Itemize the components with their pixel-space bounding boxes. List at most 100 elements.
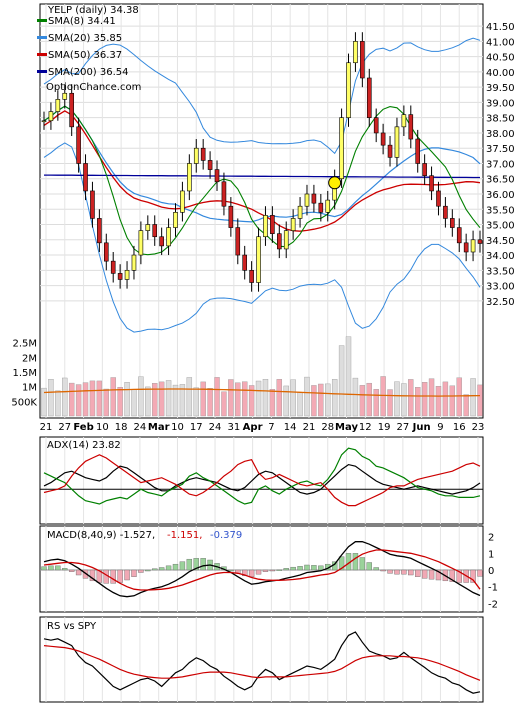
volume-layer xyxy=(41,336,483,417)
candle-body xyxy=(124,270,130,280)
candle-body xyxy=(83,163,88,192)
candle-body xyxy=(477,239,483,244)
volume-bar xyxy=(470,378,476,417)
volume-bar xyxy=(131,389,137,417)
candle-body xyxy=(249,270,254,283)
legend-sma8: SMA(8) 34.41 xyxy=(48,16,116,27)
macd-histogram-bar xyxy=(283,568,289,571)
candle-body xyxy=(110,260,116,274)
candle-body xyxy=(207,160,213,170)
macd-histogram-bar xyxy=(435,569,442,581)
volume-bar xyxy=(145,386,151,417)
macd-histogram-bar xyxy=(408,569,414,576)
volume-bar xyxy=(110,377,116,417)
macd-histogram-bar xyxy=(158,567,165,571)
price-tick-label: 37.00 xyxy=(486,159,515,170)
volume-bar xyxy=(48,379,54,417)
macd-histogram-bar xyxy=(304,564,310,571)
candle-body xyxy=(138,230,144,256)
candle-body xyxy=(97,218,102,244)
volume-bar xyxy=(62,377,68,417)
x-tick-label: 10 xyxy=(171,422,184,433)
candle-body xyxy=(235,227,241,256)
volume-bar xyxy=(124,382,130,417)
candle-body xyxy=(180,190,185,213)
macd-histogram-bar xyxy=(241,569,248,577)
volume-bar xyxy=(248,385,255,417)
candle-body xyxy=(103,242,109,262)
macd-histogram-bar xyxy=(338,556,345,571)
candle-body xyxy=(145,224,151,231)
volume-bar xyxy=(311,385,317,417)
macd-histogram-bar xyxy=(228,569,234,572)
macd-histogram-bar xyxy=(145,569,151,572)
x-tick-label: 21 xyxy=(40,422,53,433)
volume-bar xyxy=(428,378,435,417)
x-tick-label: 27 xyxy=(58,422,71,433)
earnings-marker-icon xyxy=(328,176,342,190)
macd-histogram-bar xyxy=(82,569,89,579)
macd-histogram-bar xyxy=(415,569,421,577)
macd-histogram-bar xyxy=(62,568,68,571)
macd-histogram-bar xyxy=(449,569,456,582)
macd-histogram-bar xyxy=(186,558,193,571)
volume-bar xyxy=(415,387,421,417)
candle-body xyxy=(436,190,441,207)
macd-histogram-bar xyxy=(290,566,296,571)
axis-layer: 41.50 41.00 40.50 40.00 39.50 39.00 38.50 38.00… xyxy=(11,22,514,610)
candle-body xyxy=(187,163,192,192)
candle-body xyxy=(76,126,81,164)
macd-histogram-bar xyxy=(276,569,283,571)
adx-series--di xyxy=(43,454,481,507)
candle-body xyxy=(387,144,393,158)
volume-bar xyxy=(82,382,89,417)
macd-tick-label: -1 xyxy=(488,583,498,594)
price-legend: YELP (daily) 34.38 SMA(8) 34.41 SMA(20) … xyxy=(37,5,141,93)
x-tick-label: 16 xyxy=(453,422,466,433)
macd-histogram-bar xyxy=(193,558,199,571)
adx-title: ADX(14) 23.82 xyxy=(47,440,121,451)
macd-histogram-bar xyxy=(269,569,276,572)
candle-body xyxy=(415,138,421,164)
volume-bar xyxy=(477,384,483,417)
volume-bar xyxy=(345,336,352,417)
sma50-line xyxy=(43,110,481,232)
macd-title: MACD(8,40,9) -1.527, xyxy=(47,530,155,541)
price-tick-label: 33.00 xyxy=(486,282,515,293)
macd-histogram-bar xyxy=(41,566,47,571)
price-layer xyxy=(41,32,483,333)
macd-histogram-bar xyxy=(124,569,130,581)
candle-body xyxy=(263,215,268,238)
macd-histogram-bar xyxy=(297,566,303,571)
volume-bar xyxy=(103,388,109,417)
macd-histogram-bar xyxy=(477,569,483,577)
price-tick-label: 38.00 xyxy=(486,129,515,140)
x-tick-label: 9 xyxy=(437,422,443,433)
volume-bar xyxy=(435,386,442,417)
candle-body xyxy=(166,227,171,247)
volume-bar xyxy=(338,345,345,417)
x-tick-label: 21 xyxy=(303,422,316,433)
price-panel-frame xyxy=(39,3,484,419)
price-tick-label: 36.50 xyxy=(486,175,515,186)
price-tick-label: 33.50 xyxy=(486,266,515,277)
macd-histogram-bar xyxy=(470,569,476,583)
candle-body xyxy=(90,190,95,219)
volume-tick-label: 1M xyxy=(22,383,37,394)
volume-bar xyxy=(75,384,82,417)
volume-bar xyxy=(380,376,386,417)
volume-bar xyxy=(297,392,303,417)
adx-layer xyxy=(40,447,483,507)
candle-body xyxy=(69,92,74,128)
macd-tick-label: 2 xyxy=(488,533,494,544)
candle-body xyxy=(366,77,372,118)
candle-body xyxy=(443,205,448,219)
candle-body xyxy=(394,126,400,158)
macd-histogram-bar xyxy=(373,567,379,571)
price-tick-label: 41.00 xyxy=(486,37,515,48)
volume-bar xyxy=(401,383,407,417)
candle-body xyxy=(55,99,61,112)
macd-histogram-bar xyxy=(89,569,96,582)
